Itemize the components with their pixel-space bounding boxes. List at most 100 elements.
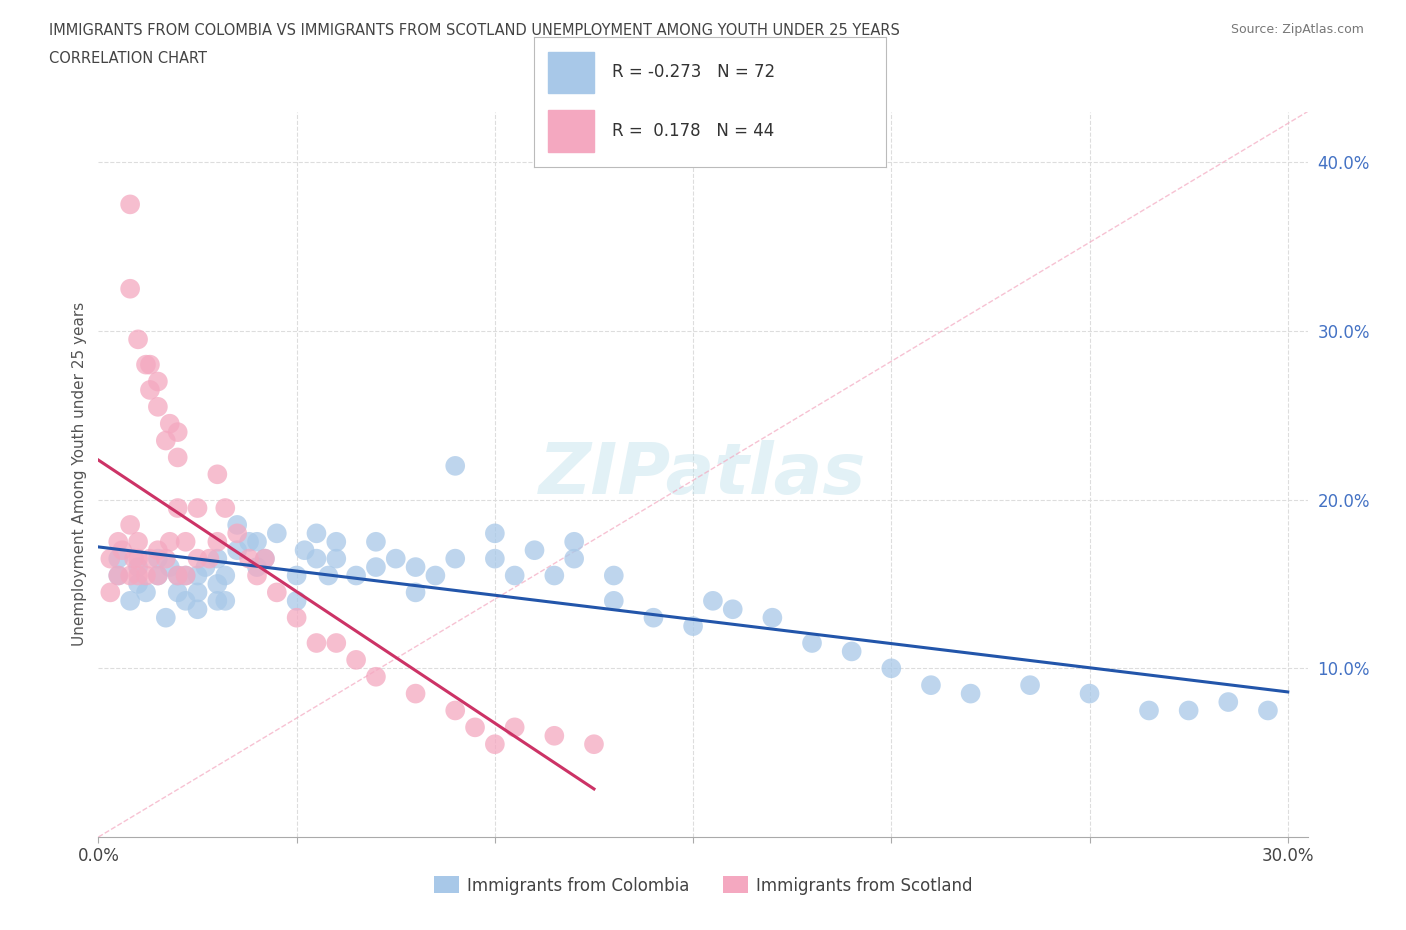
Point xyxy=(1218,695,1240,710)
Point xyxy=(135,585,157,600)
Point xyxy=(266,585,288,600)
Point xyxy=(238,535,260,550)
Point xyxy=(98,585,121,600)
Point xyxy=(405,560,427,575)
Point xyxy=(325,635,347,650)
Point xyxy=(305,635,328,650)
Point xyxy=(226,517,249,532)
Point xyxy=(127,535,149,550)
Point xyxy=(880,661,903,676)
Point xyxy=(207,551,229,566)
Point xyxy=(238,551,260,566)
Point xyxy=(186,568,208,583)
Point xyxy=(120,197,142,212)
Point xyxy=(305,551,328,566)
Point xyxy=(841,644,863,658)
Point xyxy=(146,568,169,583)
Point xyxy=(425,568,447,583)
Point xyxy=(959,686,981,701)
Point xyxy=(253,551,276,566)
Point xyxy=(174,593,197,608)
Text: IMMIGRANTS FROM COLOMBIA VS IMMIGRANTS FROM SCOTLAND UNEMPLOYMENT AMONG YOUTH UN: IMMIGRANTS FROM COLOMBIA VS IMMIGRANTS F… xyxy=(49,23,900,38)
Point xyxy=(325,535,347,550)
Point xyxy=(285,610,308,625)
Point xyxy=(503,568,526,583)
Point xyxy=(122,551,145,566)
Bar xyxy=(548,110,593,152)
Point xyxy=(127,568,149,583)
Point xyxy=(186,602,208,617)
Point xyxy=(285,568,308,583)
Point xyxy=(1177,703,1199,718)
Point xyxy=(603,593,626,608)
Point xyxy=(384,551,406,566)
Point xyxy=(166,585,188,600)
Point xyxy=(139,382,162,397)
Point xyxy=(364,535,387,550)
Point xyxy=(186,585,208,600)
Point xyxy=(120,517,142,532)
Point xyxy=(159,560,181,575)
Point xyxy=(603,568,626,583)
Point xyxy=(543,568,565,583)
Point xyxy=(120,281,142,296)
Point xyxy=(364,670,387,684)
Point xyxy=(174,568,197,583)
Point xyxy=(139,357,162,372)
Point xyxy=(484,551,506,566)
Point xyxy=(155,610,177,625)
Point xyxy=(146,399,169,414)
Point xyxy=(1078,686,1101,701)
Text: ZIPatlas: ZIPatlas xyxy=(540,440,866,509)
Point xyxy=(246,568,269,583)
Point xyxy=(174,568,197,583)
Point xyxy=(98,551,121,566)
Point xyxy=(166,450,188,465)
Point xyxy=(107,551,129,566)
Point xyxy=(484,737,506,751)
Point xyxy=(135,357,157,372)
Point xyxy=(194,560,217,575)
Point xyxy=(920,678,942,693)
Point xyxy=(503,720,526,735)
Point xyxy=(405,686,427,701)
Point xyxy=(127,577,149,591)
Legend: Immigrants from Colombia, Immigrants from Scotland: Immigrants from Colombia, Immigrants fro… xyxy=(427,870,979,901)
Point xyxy=(186,551,208,566)
Point xyxy=(174,535,197,550)
Point xyxy=(294,543,316,558)
Point xyxy=(253,551,276,566)
Point xyxy=(761,610,783,625)
Point xyxy=(464,720,486,735)
Point xyxy=(562,551,585,566)
Point xyxy=(159,535,181,550)
Point xyxy=(484,525,506,540)
Point xyxy=(226,543,249,558)
Point xyxy=(120,593,142,608)
Point xyxy=(155,433,177,448)
Point xyxy=(127,551,149,566)
Point xyxy=(226,525,249,540)
Point xyxy=(146,374,169,389)
Point xyxy=(135,568,157,583)
Point xyxy=(246,560,269,575)
Point xyxy=(364,560,387,575)
Point xyxy=(325,551,347,566)
Point xyxy=(120,568,142,583)
Point xyxy=(107,568,129,583)
Point xyxy=(344,653,367,668)
Point xyxy=(682,618,704,633)
Point xyxy=(405,585,427,600)
Point xyxy=(166,425,188,440)
Point xyxy=(214,568,236,583)
Point xyxy=(166,568,188,583)
Point xyxy=(643,610,665,625)
Point xyxy=(198,551,221,566)
Point xyxy=(166,568,188,583)
Point xyxy=(146,543,169,558)
Point xyxy=(523,543,546,558)
Text: R = -0.273   N = 72: R = -0.273 N = 72 xyxy=(612,63,775,81)
Point xyxy=(207,535,229,550)
Point xyxy=(166,500,188,515)
Point xyxy=(444,458,467,473)
